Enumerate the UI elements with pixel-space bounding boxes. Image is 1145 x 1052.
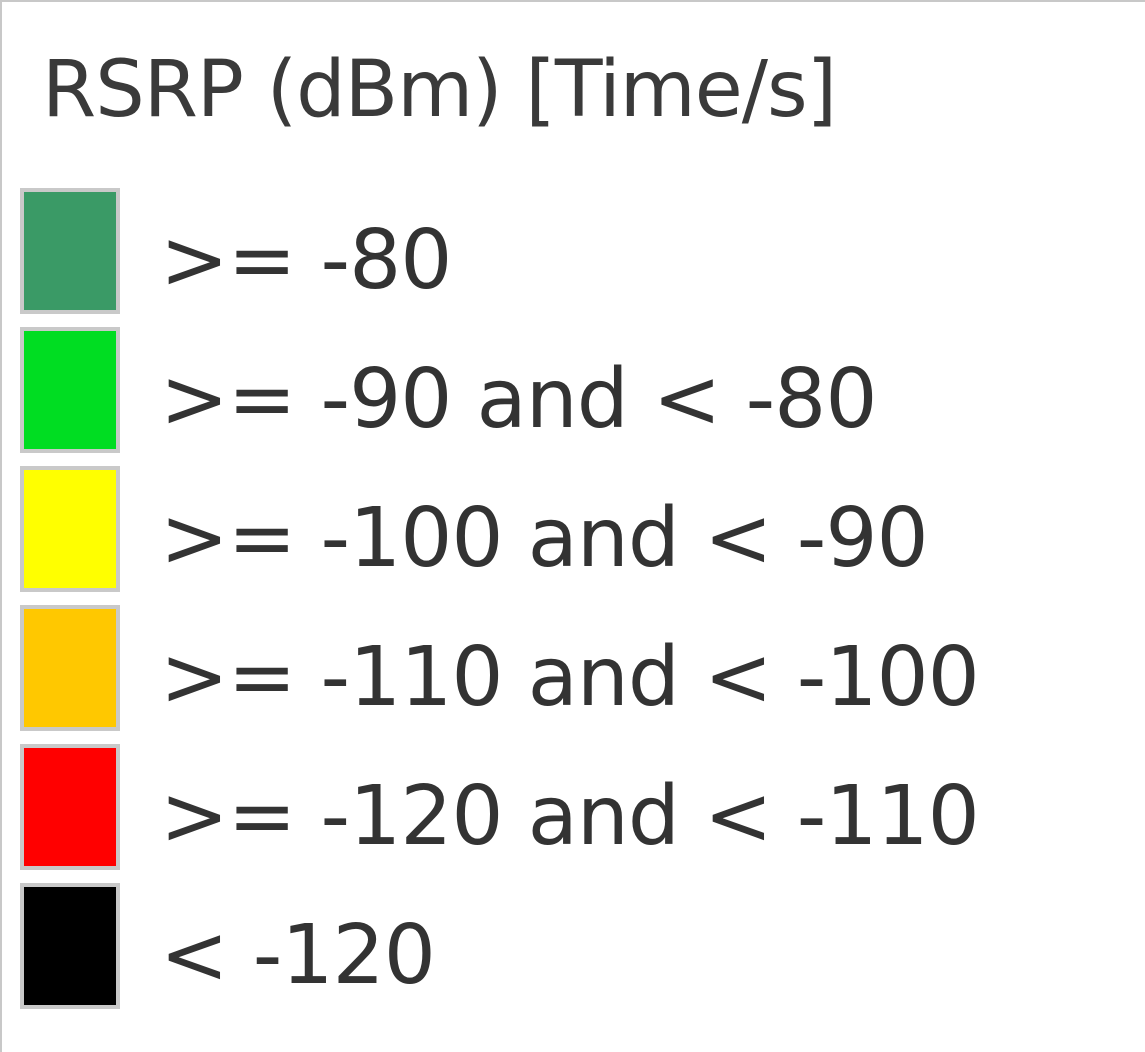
legend-title: RSRP (dBm) [Time/s] [42,45,837,135]
color-swatch [20,188,120,314]
legend-item-label: >= -90 and < -80 [160,352,878,447]
color-swatch [20,883,120,1009]
legend-item-label: < -120 [160,908,436,1003]
legend-list: >= -80 >= -90 and < -80 >= -100 and < -9… [20,188,1120,1022]
color-swatch [20,466,120,592]
legend-item-label: >= -100 and < -90 [160,491,929,586]
legend-item-minus-110-to-minus-100: >= -110 and < -100 [20,605,1120,744]
color-swatch [20,744,120,870]
legend-item-minus-90-to-minus-80: >= -90 and < -80 [20,327,1120,466]
color-swatch [20,327,120,453]
legend-item-minus-100-to-minus-90: >= -100 and < -90 [20,466,1120,605]
legend-item-lt-minus-120: < -120 [20,883,1120,1022]
legend-item-label: >= -80 [160,213,452,308]
legend-item-ge-minus-80: >= -80 [20,188,1120,327]
legend-item-label: >= -120 and < -110 [160,769,980,864]
legend-item-minus-120-to-minus-110: >= -120 and < -110 [20,744,1120,883]
legend-item-label: >= -110 and < -100 [160,630,980,725]
color-swatch [20,605,120,731]
